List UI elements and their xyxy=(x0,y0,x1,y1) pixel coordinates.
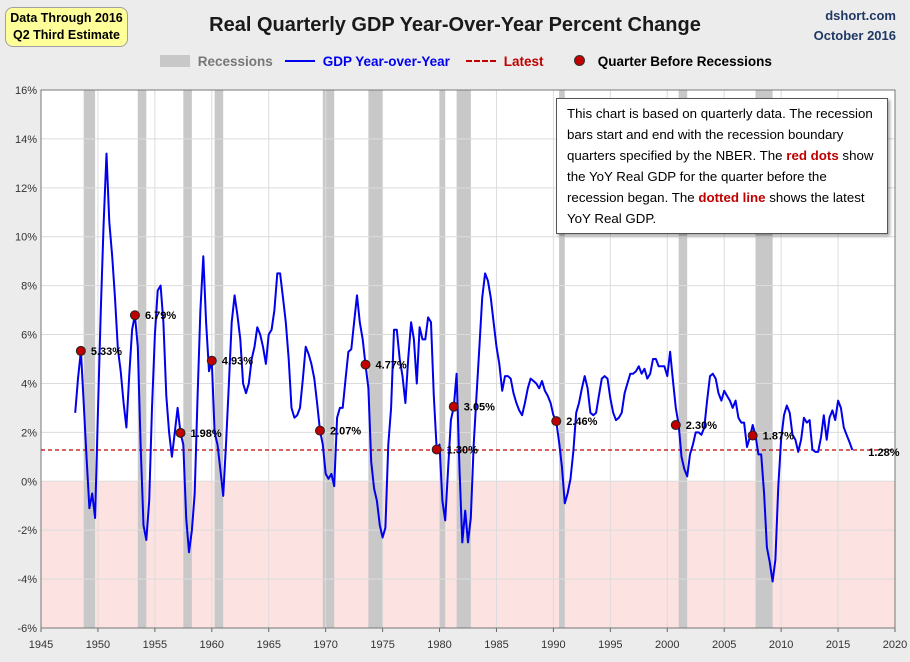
source-date: October 2016 xyxy=(813,28,896,43)
note-dotted-line: dotted line xyxy=(698,190,766,205)
pre-recession-dot xyxy=(747,430,758,441)
x-tick-label: 1980 xyxy=(427,639,451,651)
pre-recession-label: 3.05% xyxy=(464,402,495,414)
recession-bar xyxy=(368,90,383,628)
data-through-badge: Data Through 2016 Q2 Third Estimate xyxy=(5,7,128,47)
x-tick-label: 1970 xyxy=(313,639,337,651)
pre-recession-label: 5.33% xyxy=(91,346,122,358)
legend-latest-label: Latest xyxy=(503,54,544,69)
pre-recession-dot xyxy=(670,420,681,431)
plot-border xyxy=(40,89,896,629)
recession-bar xyxy=(214,90,224,628)
legend-recessions-label: Recessions xyxy=(197,54,273,69)
legend-dots: Quarter Before Recessions xyxy=(568,54,772,69)
x-tick-label: 1955 xyxy=(143,639,167,651)
recession-bar xyxy=(559,90,565,628)
legend-recession-swatch xyxy=(160,55,190,67)
x-tick-label: 2000 xyxy=(655,639,679,651)
x-tick-label: 1950 xyxy=(86,639,110,651)
pre-recession-label: 6.79% xyxy=(145,310,176,322)
pre-recession-label: 4.93% xyxy=(222,356,253,368)
y-tick-label: -4% xyxy=(17,574,37,586)
pre-recession-dot xyxy=(448,401,459,412)
badge-line-1: Data Through 2016 xyxy=(10,11,123,25)
y-tick-label: -2% xyxy=(17,525,37,537)
y-tick-label: 16% xyxy=(15,85,37,97)
y-tick-label: 6% xyxy=(21,330,37,342)
source-site[interactable]: dshort.com xyxy=(825,8,896,23)
x-tick-label: 1990 xyxy=(541,639,565,651)
note-text-3: shows the latest YoY Real GDP. xyxy=(567,190,865,226)
pre-recession-label: 1.87% xyxy=(763,431,794,443)
recession-bar xyxy=(83,90,96,628)
y-tick-label: 8% xyxy=(21,281,37,293)
note-text-2: show the YoY Real GDP for the quarter be… xyxy=(567,148,874,205)
pre-recession-label: 2.30% xyxy=(686,420,717,432)
legend-dot-swatch xyxy=(574,55,585,66)
chart-title: Real Quarterly GDP Year-Over-Year Percen… xyxy=(209,14,701,36)
note-red-dots: red dots xyxy=(786,148,839,163)
legend-dots-label: Quarter Before Recessions xyxy=(597,54,772,69)
source-block: dshort.com October 2016 xyxy=(814,6,896,46)
x-tick-label: 1965 xyxy=(256,639,280,651)
x-tick-label: 2015 xyxy=(826,639,850,651)
legend-recessions: Recessions xyxy=(160,54,273,69)
recession-bar xyxy=(678,90,688,628)
badge-line-2: Q2 Third Estimate xyxy=(13,28,120,42)
pre-recession-label: 2.46% xyxy=(566,416,597,428)
pre-recession-dot xyxy=(314,425,325,436)
legend-gdp-label: GDP Year-over-Year xyxy=(322,54,450,69)
y-tick-label: 0% xyxy=(21,476,37,488)
x-tick-label: 1975 xyxy=(370,639,394,651)
recession-bar xyxy=(456,90,471,628)
pre-recession-label: 4.77% xyxy=(376,360,407,372)
pre-recession-label: 1.98% xyxy=(190,428,221,440)
pre-recession-label: 2.07% xyxy=(330,426,361,438)
pre-recession-label: 1.30% xyxy=(447,444,478,456)
pre-recession-dot xyxy=(75,345,86,356)
x-tick-label: 2020 xyxy=(883,639,907,651)
legend-gdp-swatch xyxy=(285,60,315,62)
x-tick-label: 2010 xyxy=(769,639,793,651)
legend-gdp: GDP Year-over-Year xyxy=(285,54,450,69)
x-tick-label: 1995 xyxy=(598,639,622,651)
gdp-series-line xyxy=(74,152,854,583)
y-tick-label: -6% xyxy=(17,623,37,635)
y-tick-label: 14% xyxy=(15,134,37,146)
y-tick-label: 10% xyxy=(15,232,37,244)
recession-bar xyxy=(439,90,446,628)
pre-recession-dot xyxy=(551,416,562,427)
explanation-note: This chart is based on quarterly data. T… xyxy=(556,98,888,234)
pre-recession-dot xyxy=(206,355,217,366)
recession-bar xyxy=(137,90,147,628)
y-tick-label: 4% xyxy=(21,378,37,390)
x-tick-label: 2005 xyxy=(712,639,736,651)
legend-latest: Latest xyxy=(466,54,544,69)
x-tick-label: 1945 xyxy=(29,639,53,651)
pre-recession-dot xyxy=(431,444,442,455)
x-tick-label: 1960 xyxy=(200,639,224,651)
legend-latest-swatch xyxy=(466,60,496,62)
note-text-1: This chart is based on quarterly data. T… xyxy=(567,106,873,163)
y-tick-label: 2% xyxy=(21,427,37,439)
pre-recession-dot xyxy=(129,310,140,321)
y-tick-label: 12% xyxy=(15,183,37,195)
recession-bar xyxy=(322,90,335,628)
recession-bar xyxy=(183,90,192,628)
latest-value-label: 1.28% xyxy=(868,447,899,459)
pre-recession-dot xyxy=(175,427,186,438)
pre-recession-dot xyxy=(360,359,371,370)
x-tick-label: 1985 xyxy=(484,639,508,651)
